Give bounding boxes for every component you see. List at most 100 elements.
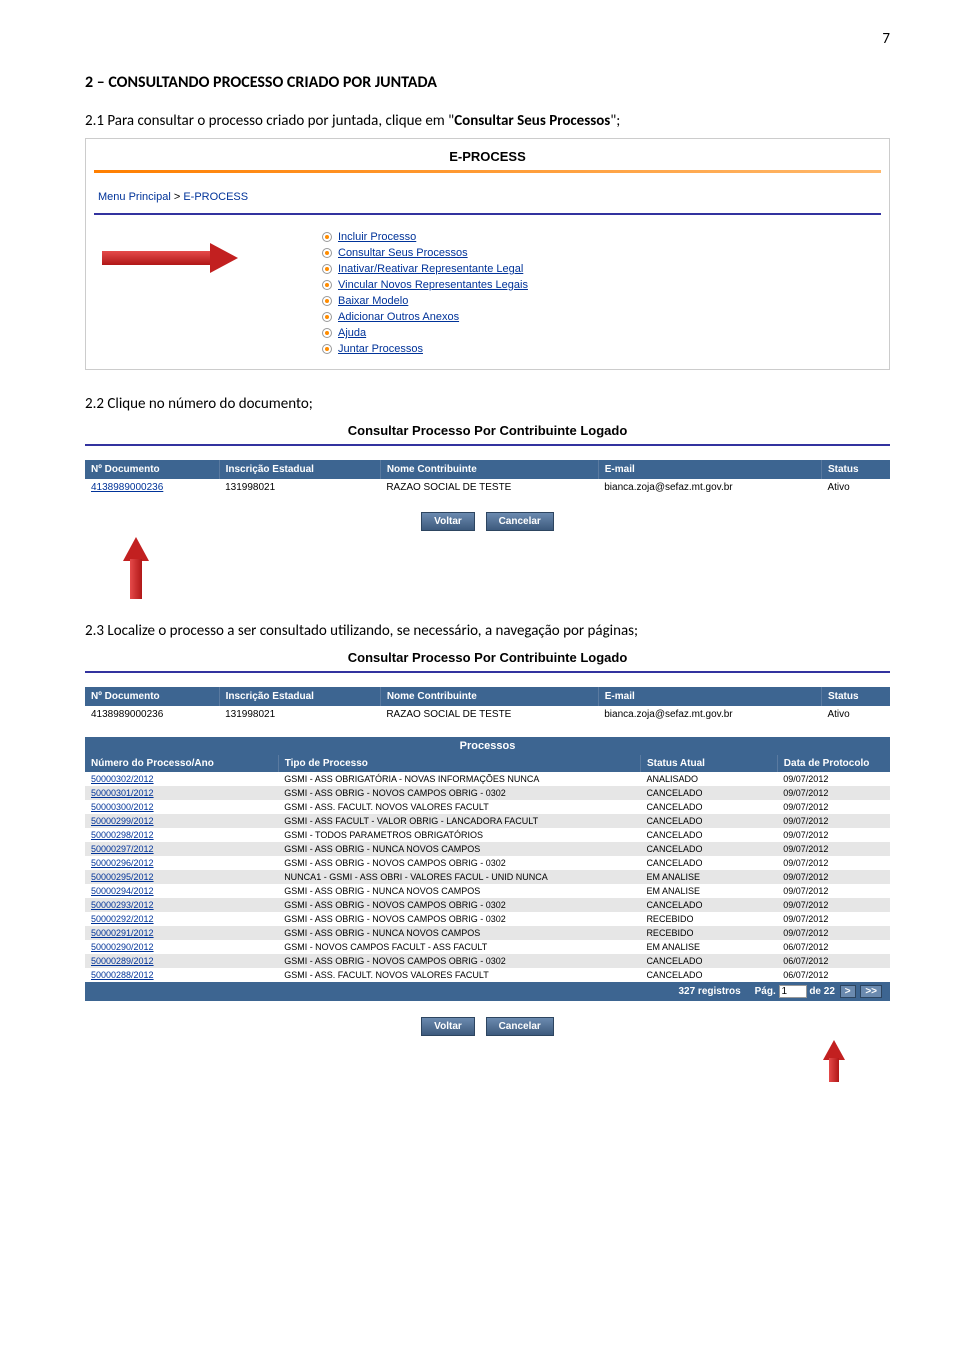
- proc-data: 06/07/2012: [777, 940, 890, 954]
- consultar-title: Consultar Processo Por Contribuinte Loga…: [85, 648, 890, 667]
- purple-divider: [85, 671, 890, 673]
- step-2-1-prefix: 2.1 Para consultar o processo criado por…: [85, 112, 454, 130]
- step-2-1-suffix: ";: [610, 112, 620, 130]
- proc-numero[interactable]: 50000288/2012: [85, 968, 278, 982]
- proc-row: 50000298/2012GSMI - TODOS PARAMETROS OBR…: [85, 828, 890, 842]
- cancelar-button[interactable]: Cancelar: [486, 1017, 554, 1036]
- th-documento: Nº Documento: [85, 687, 219, 706]
- proc-tipo: GSMI - ASS OBRIG - NOVOS CAMPOS OBRIG - …: [278, 898, 640, 912]
- th-documento: Nº Documento: [85, 460, 219, 479]
- proc-numero[interactable]: 50000296/2012: [85, 856, 278, 870]
- proc-numero[interactable]: 50000299/2012: [85, 814, 278, 828]
- annotation-arrow-up: [823, 1040, 845, 1080]
- bullet-icon: [322, 248, 332, 258]
- proc-status: EM ANALISE: [640, 870, 777, 884]
- td-documento[interactable]: 4138989000236: [85, 479, 219, 496]
- menu-link[interactable]: Consultar Seus Processos: [338, 247, 468, 259]
- proc-data: 09/07/2012: [777, 884, 890, 898]
- proc-status: CANCELADO: [640, 828, 777, 842]
- proc-row: 50000300/2012GSMI - ASS. FACULT. NOVOS V…: [85, 800, 890, 814]
- menu-item[interactable]: Ajuda: [322, 325, 528, 341]
- button-row: Voltar Cancelar: [85, 512, 890, 531]
- proc-numero[interactable]: 50000291/2012: [85, 926, 278, 940]
- menu-link[interactable]: Baixar Modelo: [338, 295, 408, 307]
- proc-numero[interactable]: 50000302/2012: [85, 772, 278, 786]
- menu-item[interactable]: Vincular Novos Representantes Legais: [322, 277, 528, 293]
- menu-link[interactable]: Juntar Processos: [338, 343, 423, 355]
- proc-tipo: GSMI - NOVOS CAMPOS FACULT - ASS FACULT: [278, 940, 640, 954]
- pager-last-button[interactable]: >>: [860, 985, 882, 998]
- bullet-icon: [322, 280, 332, 290]
- proc-tipo: GSMI - TODOS PARAMETROS OBRIGATÓRIOS: [278, 828, 640, 842]
- proc-numero[interactable]: 50000292/2012: [85, 912, 278, 926]
- voltar-button[interactable]: Voltar: [421, 1017, 475, 1036]
- proc-numero[interactable]: 50000289/2012: [85, 954, 278, 968]
- proc-data: 09/07/2012: [777, 926, 890, 940]
- proc-numero[interactable]: 50000290/2012: [85, 940, 278, 954]
- bullet-icon: [322, 344, 332, 354]
- proc-numero[interactable]: 50000295/2012: [85, 870, 278, 884]
- proc-numero[interactable]: 50000293/2012: [85, 898, 278, 912]
- menu-link[interactable]: Adicionar Outros Anexos: [338, 311, 459, 323]
- menu-link[interactable]: Ajuda: [338, 327, 366, 339]
- menu-item[interactable]: Baixar Modelo: [322, 293, 528, 309]
- proc-row: 50000290/2012GSMI - NOVOS CAMPOS FACULT …: [85, 940, 890, 954]
- proc-tipo: GSMI - ASS FACULT - VALOR OBRIG - LANCAD…: [278, 814, 640, 828]
- proc-numero[interactable]: 50000298/2012: [85, 828, 278, 842]
- pager-next-button[interactable]: >: [840, 985, 856, 998]
- proc-status: CANCELADO: [640, 954, 777, 968]
- proc-numero[interactable]: 50000301/2012: [85, 786, 278, 800]
- bullet-icon: [322, 232, 332, 242]
- step-2-1-bold: Consultar Seus Processos: [454, 112, 610, 130]
- annotation-arrow-right: [102, 244, 242, 272]
- proc-numero[interactable]: 50000297/2012: [85, 842, 278, 856]
- menu-item[interactable]: Inativar/Reativar Representante Legal: [322, 261, 528, 277]
- th-inscricao: Inscrição Estadual: [219, 687, 380, 706]
- menu-link[interactable]: Vincular Novos Representantes Legais: [338, 279, 528, 291]
- td-inscricao: 131998021: [219, 706, 380, 723]
- proc-row: 50000299/2012GSMI - ASS FACULT - VALOR O…: [85, 814, 890, 828]
- proc-row: 50000291/2012GSMI - ASS OBRIG - NUNCA NO…: [85, 926, 890, 940]
- proc-tipo: GSMI - ASS OBRIG - NUNCA NOVOS CAMPOS: [278, 842, 640, 856]
- th-nome: Nome Contribuinte: [380, 460, 598, 479]
- proc-status: CANCELADO: [640, 842, 777, 856]
- menu-item[interactable]: Adicionar Outros Anexos: [322, 309, 528, 325]
- proc-tipo: GSMI - ASS OBRIG - NOVOS CAMPOS OBRIG - …: [278, 786, 640, 800]
- table-row: 4138989000236 131998021 RAZAO SOCIAL DE …: [85, 706, 890, 723]
- pager-bar: 327 registros Pág. de 22 > >>: [85, 982, 890, 1001]
- proc-tipo: GSMI - ASS OBRIG - NOVOS CAMPOS OBRIG - …: [278, 912, 640, 926]
- th-tipo: Tipo de Processo: [278, 755, 640, 772]
- proc-row: 50000289/2012GSMI - ASS OBRIG - NOVOS CA…: [85, 954, 890, 968]
- td-email: bianca.zoja@sefaz.mt.gov.br: [598, 479, 821, 496]
- proc-row: 50000293/2012GSMI - ASS OBRIG - NOVOS CA…: [85, 898, 890, 912]
- cancelar-button[interactable]: Cancelar: [486, 512, 554, 531]
- menu-item[interactable]: Incluir Processo: [322, 229, 528, 245]
- proc-numero[interactable]: 50000300/2012: [85, 800, 278, 814]
- bullet-icon: [322, 312, 332, 322]
- proc-numero[interactable]: 50000294/2012: [85, 884, 278, 898]
- button-row: Voltar Cancelar: [85, 1017, 890, 1036]
- proc-status: CANCELADO: [640, 786, 777, 800]
- proc-header-row: Número do Processo/Ano Tipo de Processo …: [85, 755, 890, 772]
- contribuinte-table: Nº Documento Inscrição Estadual Nome Con…: [85, 460, 890, 496]
- step-2-1: 2.1 Para consultar o processo criado por…: [85, 112, 890, 130]
- proc-status: ANALISADO: [640, 772, 777, 786]
- breadcrumb-root[interactable]: Menu Principal: [98, 191, 171, 203]
- proc-tipo: NUNCA1 - GSMI - ASS OBRI - VALORES FACUL…: [278, 870, 640, 884]
- bullet-icon: [322, 264, 332, 274]
- menu-link[interactable]: Incluir Processo: [338, 231, 416, 243]
- proc-tipo: GSMI - ASS OBRIG - NOVOS CAMPOS OBRIG - …: [278, 954, 640, 968]
- menu-item[interactable]: Juntar Processos: [322, 341, 528, 357]
- pager-page-input[interactable]: [779, 985, 807, 998]
- voltar-button[interactable]: Voltar: [421, 512, 475, 531]
- proc-row: 50000288/2012GSMI - ASS. FACULT. NOVOS V…: [85, 968, 890, 982]
- proc-status: CANCELADO: [640, 800, 777, 814]
- menu-item[interactable]: Consultar Seus Processos: [322, 245, 528, 261]
- proc-status: CANCELADO: [640, 856, 777, 870]
- td-email: bianca.zoja@sefaz.mt.gov.br: [598, 706, 821, 723]
- th-status: Status: [821, 687, 890, 706]
- menu-link[interactable]: Inativar/Reativar Representante Legal: [338, 263, 523, 275]
- th-numero: Número do Processo/Ano: [85, 755, 278, 772]
- annotation-arrow-up: [123, 537, 149, 597]
- th-data: Data de Protocolo: [777, 755, 890, 772]
